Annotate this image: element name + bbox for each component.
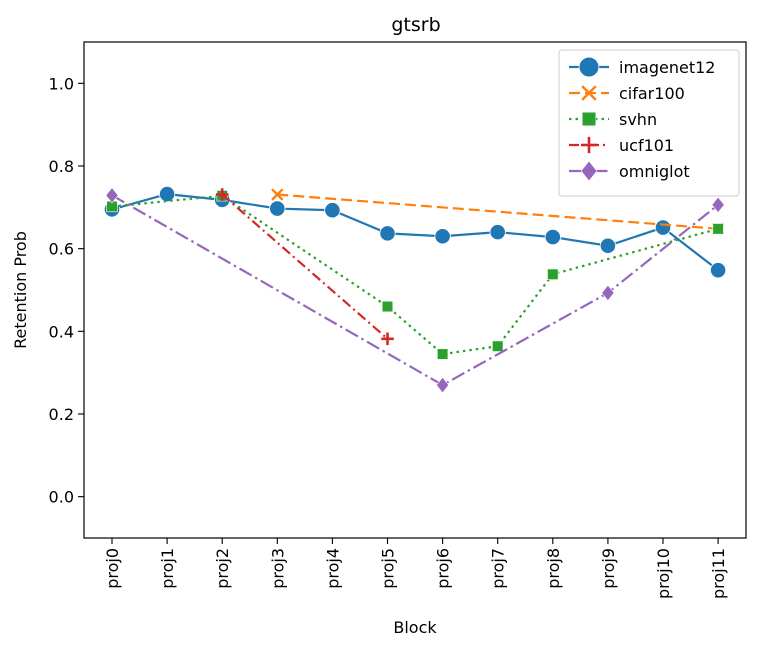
data-point — [381, 332, 394, 346]
x-tick-label: proj11 — [709, 548, 728, 599]
legend-label: omniglot — [619, 162, 690, 181]
x-axis-label: Block — [393, 618, 437, 637]
y-tick-label: 0.8 — [49, 157, 74, 176]
series-line-ucf101 — [221, 193, 389, 340]
legend-label: imagenet12 — [619, 58, 715, 77]
data-point — [654, 219, 672, 236]
data-point — [547, 268, 559, 280]
data-point — [159, 186, 176, 203]
series-line-cifar100 — [277, 193, 719, 230]
x-tick-label: proj0 — [103, 548, 122, 589]
data-point — [601, 284, 615, 302]
y-tick-label: 0.0 — [49, 488, 74, 507]
legend-label: cifar100 — [619, 84, 685, 103]
data-point — [544, 228, 561, 246]
legend-item-imagenet12: imagenet12 — [569, 56, 715, 78]
data-point — [489, 224, 506, 241]
data-point — [271, 188, 284, 201]
data-point — [436, 376, 450, 394]
x-tick-label: proj8 — [544, 548, 563, 589]
y-tick-label: 0.4 — [49, 322, 74, 341]
data-point — [711, 196, 725, 214]
series-line-svhn — [111, 194, 719, 356]
data-point — [381, 300, 394, 313]
x-tick-label: proj7 — [489, 548, 508, 589]
data-point — [578, 56, 600, 78]
legend-item-ucf101: ucf101 — [569, 136, 674, 155]
plot-area — [83, 41, 747, 539]
x-tick-label: proj2 — [213, 548, 232, 589]
y-axis: 0.0 0.2 0.4 0.6 0.8 1.0 — [49, 74, 84, 507]
y-axis-label: Retention Prob — [11, 231, 30, 349]
y-tick-label: 1.0 — [49, 74, 74, 93]
data-point — [712, 223, 724, 235]
x-tick-label: proj9 — [599, 548, 618, 589]
data-point — [580, 136, 598, 154]
legend-label: svhn — [619, 110, 657, 129]
data-point — [581, 111, 597, 127]
x-tick-label: proj10 — [654, 548, 673, 599]
series-ucf101 — [215, 188, 394, 346]
legend-item-cifar100: cifar100 — [569, 84, 685, 103]
legend-label: ucf101 — [619, 136, 674, 155]
x-tick-label: proj1 — [158, 548, 177, 589]
data-point — [492, 340, 504, 352]
data-point — [581, 85, 597, 101]
series-line-imagenet12 — [111, 193, 719, 272]
data-point — [105, 187, 119, 204]
x-tick-label: proj4 — [323, 548, 342, 589]
data-point — [269, 200, 286, 217]
series-imagenet12 — [103, 186, 727, 279]
data-point — [434, 228, 451, 245]
legend-item-svhn: svhn — [569, 110, 657, 129]
x-tick-label: proj5 — [379, 548, 398, 589]
legend: imagenet12 cifar100 svhn ucf101 omniglot — [558, 49, 740, 197]
y-tick-label: 0.6 — [49, 240, 74, 259]
data-point — [324, 202, 341, 219]
series-omniglot — [105, 187, 725, 394]
x-tick-label: proj3 — [268, 548, 287, 589]
data-point — [215, 188, 229, 201]
x-tick-label: proj6 — [434, 548, 453, 589]
legend-box — [558, 49, 740, 197]
data-point — [709, 262, 727, 279]
series-line-omniglot — [111, 194, 719, 387]
data-point — [436, 348, 449, 360]
x-axis: proj0 proj1 proj2 proj3 proj4 proj5 proj6 proj7… — [103, 538, 728, 599]
data-point — [379, 225, 396, 242]
y-tick-label: 0.2 — [49, 405, 74, 424]
legend-item-omniglot: omniglot — [569, 160, 690, 182]
series-layer — [103, 186, 727, 394]
chart-title: gtsrb — [391, 14, 440, 36]
data-point — [580, 160, 598, 182]
data-point — [599, 237, 617, 254]
